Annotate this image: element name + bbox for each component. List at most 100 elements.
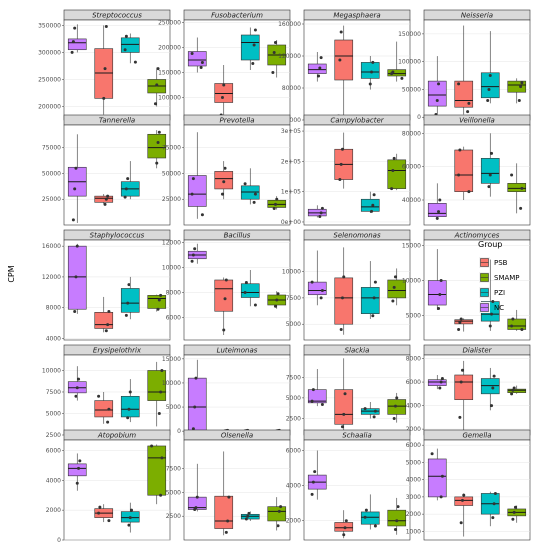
facet-panel: Veillonella 40000 60000 80000 bbox=[402, 114, 531, 226]
panel-background bbox=[183, 124, 291, 226]
data-point bbox=[458, 148, 462, 152]
data-point bbox=[97, 394, 101, 398]
data-point bbox=[511, 317, 515, 321]
data-point bbox=[126, 416, 130, 420]
data-point bbox=[159, 390, 163, 394]
box-smamp bbox=[507, 163, 527, 214]
box-pzi bbox=[240, 270, 260, 307]
box-iqr bbox=[427, 458, 447, 498]
data-point bbox=[124, 313, 128, 317]
data-point bbox=[520, 328, 524, 332]
data-point bbox=[104, 329, 108, 333]
data-point bbox=[491, 516, 495, 520]
data-point bbox=[156, 67, 160, 71]
data-point bbox=[440, 474, 444, 478]
box-nc bbox=[427, 249, 447, 311]
y-tick-label: 2000 bbox=[46, 507, 61, 514]
data-point bbox=[338, 178, 342, 182]
y-tick-label: 8000 bbox=[406, 356, 421, 363]
y-tick-label: 10000 bbox=[282, 269, 301, 276]
data-point bbox=[439, 380, 443, 384]
y-tick-label: 1e+05 bbox=[281, 189, 301, 196]
data-point bbox=[435, 99, 439, 103]
data-point bbox=[74, 394, 78, 398]
box-pzi bbox=[360, 191, 380, 213]
data-point bbox=[253, 303, 257, 307]
data-point bbox=[190, 259, 194, 263]
data-point bbox=[126, 177, 130, 181]
panel-background bbox=[183, 19, 291, 121]
data-point bbox=[512, 386, 516, 390]
data-point bbox=[310, 399, 314, 403]
data-point bbox=[342, 533, 346, 537]
box-pzi bbox=[120, 276, 140, 320]
box-nc bbox=[427, 183, 447, 220]
box-iqr bbox=[187, 377, 207, 431]
data-point bbox=[75, 386, 79, 390]
data-point bbox=[492, 374, 496, 378]
data-point bbox=[488, 74, 492, 78]
legend-label: PSB bbox=[494, 259, 508, 267]
legend-label: PZI bbox=[494, 289, 505, 297]
facet-panel: Atopobium 0 2000 4000 6000 bbox=[46, 429, 171, 544]
box-smamp bbox=[507, 505, 527, 523]
box-iqr bbox=[147, 295, 167, 309]
box-pzi bbox=[360, 56, 380, 90]
data-point bbox=[246, 514, 250, 518]
data-point bbox=[74, 275, 78, 279]
y-tick-label: 12000 bbox=[42, 274, 61, 281]
facet-panel: Campylobacter 0e+00 1e+05 2e+05 3e+05 bbox=[281, 114, 411, 226]
y-tick-label: 2000 bbox=[286, 518, 301, 525]
box-psb bbox=[94, 24, 114, 115]
y-tick-label: 4000 bbox=[406, 477, 421, 484]
data-point bbox=[222, 180, 226, 184]
y-tick-label: 4000 bbox=[406, 403, 421, 410]
data-point bbox=[310, 492, 314, 496]
y-tick-label: 7500 bbox=[46, 389, 61, 396]
box-iqr bbox=[307, 389, 327, 404]
data-point bbox=[510, 324, 514, 328]
y-tick-label: 7500 bbox=[286, 295, 301, 302]
box-pzi bbox=[120, 502, 140, 533]
data-point bbox=[273, 304, 277, 308]
box-nc bbox=[67, 134, 87, 223]
data-point bbox=[195, 495, 199, 499]
box-iqr bbox=[427, 203, 447, 217]
box-smamp bbox=[147, 444, 167, 505]
box-psb bbox=[94, 296, 114, 333]
data-point bbox=[251, 62, 255, 65]
box-iqr bbox=[507, 80, 527, 93]
data-point bbox=[490, 151, 494, 155]
data-point bbox=[103, 67, 107, 71]
y-tick-label: 8000 bbox=[166, 290, 181, 297]
y-tick-label: 2000 bbox=[406, 426, 421, 433]
data-point bbox=[200, 61, 204, 64]
facet-title: Neisseria bbox=[461, 12, 493, 20]
facet-title: Gemella bbox=[462, 432, 491, 440]
y-tick-label: 200000 bbox=[158, 45, 181, 52]
data-point bbox=[459, 380, 463, 384]
data-point bbox=[319, 296, 323, 300]
box-smamp bbox=[387, 153, 407, 191]
data-point bbox=[467, 190, 471, 194]
data-point bbox=[491, 386, 495, 390]
box-nc bbox=[67, 453, 87, 491]
y-tick-label: 5000 bbox=[406, 313, 421, 320]
data-point bbox=[243, 182, 247, 186]
data-point bbox=[512, 510, 516, 514]
data-point bbox=[492, 502, 496, 506]
data-point bbox=[467, 101, 471, 105]
box-pzi bbox=[240, 168, 260, 205]
data-point bbox=[395, 396, 399, 400]
y-tick-label: 6000 bbox=[46, 447, 61, 454]
box-smamp bbox=[147, 293, 167, 312]
facet-panel: Dialister 2000 4000 6000 8000 bbox=[406, 344, 531, 436]
data-point bbox=[371, 314, 375, 318]
y-tick-label: 100000 bbox=[398, 59, 421, 66]
box-iqr bbox=[147, 445, 167, 496]
y-tick-label: 10000 bbox=[162, 265, 181, 272]
data-point bbox=[272, 51, 276, 54]
data-point bbox=[252, 200, 256, 204]
data-point bbox=[252, 43, 256, 47]
data-point bbox=[190, 52, 194, 55]
